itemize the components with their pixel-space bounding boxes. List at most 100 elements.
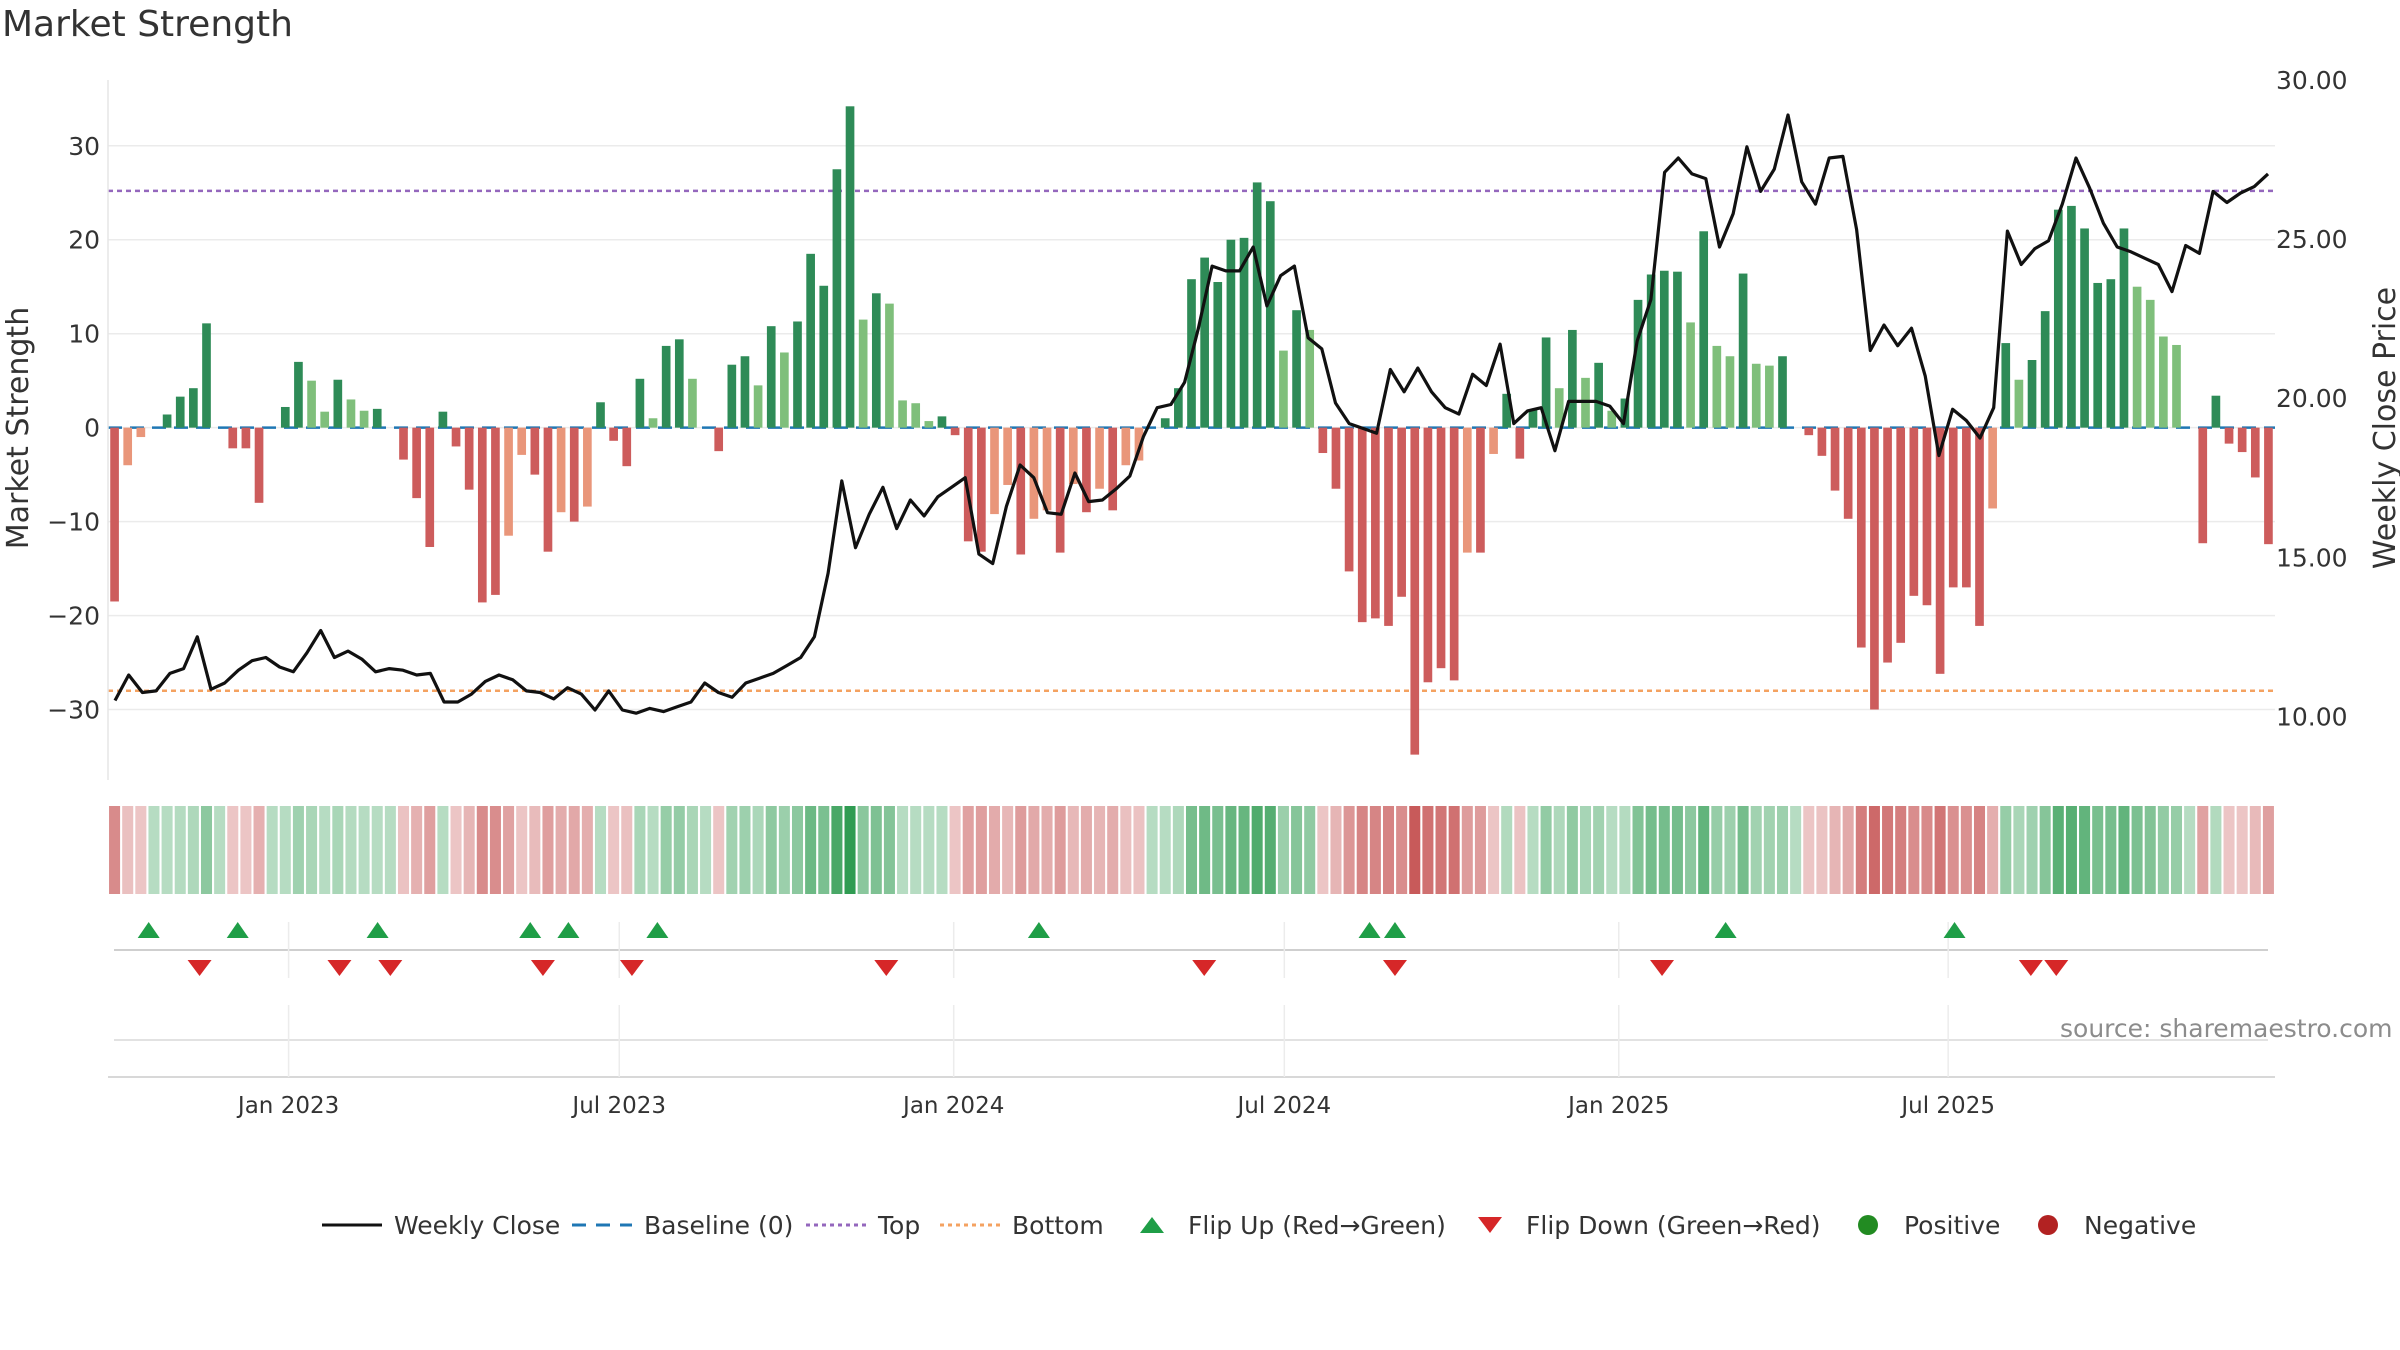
strength-bar — [832, 169, 842, 428]
heat-strip-cell — [2131, 806, 2143, 894]
heat-strip-cell — [988, 806, 1001, 894]
strength-bar — [189, 388, 198, 428]
heat-strip-cell — [1987, 806, 1999, 894]
heat-strip-cell — [161, 806, 173, 894]
strength-bar — [1068, 427, 1078, 485]
strength-bar — [491, 427, 500, 595]
strength-bar — [2027, 360, 2037, 428]
heat-strip-cell — [2000, 806, 2012, 894]
strength-bar — [1226, 239, 1236, 428]
strength-bar — [977, 427, 986, 552]
strength-bar — [871, 293, 881, 428]
heat-strip-cell — [489, 806, 501, 894]
strength-bar — [320, 411, 330, 428]
heat-strip-cell — [2197, 806, 2209, 894]
strength-bar — [451, 427, 461, 447]
heat-strip-cell — [700, 806, 712, 894]
heat-strip-cell — [1750, 806, 1762, 894]
strength-bar — [1239, 237, 1249, 428]
heat-strip-cell — [1002, 806, 1014, 894]
strength-bar — [543, 427, 553, 552]
legend-label: Top — [878, 1210, 921, 1240]
heat-strip-cell — [332, 806, 344, 894]
heat-strip-cell — [200, 806, 213, 894]
flip-up-marker — [1027, 922, 1050, 938]
heat-strip-cell — [1264, 806, 1276, 894]
strength-bar — [766, 326, 776, 428]
heat-strip-cell — [319, 806, 331, 894]
heat-strip-cell — [1067, 806, 1079, 894]
strength-bar — [1962, 427, 1971, 588]
heat-strip-cell — [765, 806, 777, 894]
strength-bar — [583, 427, 592, 507]
heat-strip-cell — [148, 806, 160, 894]
heat-strip-cell — [1566, 806, 1578, 894]
flip-down-marker — [327, 960, 352, 976]
legend-label: Weekly Close — [394, 1210, 561, 1240]
strength-bar — [1804, 427, 1814, 436]
strength-bar — [1016, 427, 1026, 555]
heat-strip-cell — [2105, 806, 2117, 894]
heat-strip-cell — [1474, 806, 1486, 894]
strength-bar — [1528, 409, 1538, 428]
strength-bar — [1265, 201, 1275, 428]
heat-strip-cell — [2262, 806, 2274, 894]
heat-strip-cell — [2236, 806, 2248, 894]
strength-bar — [2145, 299, 2155, 428]
heat-strip-cell — [857, 806, 869, 894]
flip-down-marker — [1382, 960, 1407, 976]
strength-bar — [1988, 427, 1997, 509]
legend-label: Flip Down (Green→Red) — [1526, 1210, 1821, 1240]
heat-strip-cell — [437, 806, 449, 894]
heat-strip-cell — [1763, 806, 1775, 894]
heat-strip-cell — [1396, 806, 1408, 894]
strength-bar — [1200, 257, 1209, 428]
heat-strip-cell — [923, 806, 935, 894]
heat-strip-cell — [1816, 806, 1828, 894]
strength-bar — [924, 421, 934, 428]
left-tick-label: −10 — [47, 508, 100, 537]
heat-strip-cell — [2249, 806, 2261, 894]
legend-baseline[interactable]: Baseline (0) — [572, 1200, 793, 1250]
strength-bar — [294, 361, 303, 428]
strength-bar — [399, 427, 408, 460]
strength-bar — [2001, 343, 2011, 428]
heat-strip-cell — [805, 806, 817, 894]
x-tick-label: Jul 2023 — [570, 1093, 666, 1119]
strength-bar — [1029, 427, 1039, 519]
left-axis-title: Market Strength — [1, 307, 36, 549]
heat-strip-cell — [1790, 806, 1802, 894]
heat-strip-cell — [1448, 806, 1460, 894]
heat-strip-cell — [1225, 806, 1237, 894]
strength-bar — [793, 321, 802, 428]
legend-weekly-close[interactable]: Weekly Close — [322, 1200, 560, 1250]
legend-positive[interactable]: Positive — [1848, 1200, 2000, 1250]
strength-bar — [1765, 365, 1774, 428]
legend-negative[interactable]: Negative — [2028, 1200, 2196, 1250]
strength-bar — [2106, 279, 2116, 428]
heat-strip-cell — [1317, 806, 1329, 894]
heat-strip-cell — [187, 806, 199, 894]
heat-strip-cell — [1238, 806, 1250, 894]
strength-bar — [162, 414, 172, 428]
legend-bottom[interactable]: Bottom — [940, 1200, 1104, 1250]
strength-bar — [1568, 329, 1577, 428]
heat-strip-cell — [476, 806, 488, 894]
heat-strip-cell — [778, 806, 790, 894]
heat-strip-cell — [1671, 806, 1683, 894]
strength-bar — [1817, 427, 1827, 456]
legend-flip-down[interactable]: Flip Down (Green→Red) — [1470, 1200, 1821, 1250]
heat-strip-cell — [1619, 806, 1631, 894]
legend-top[interactable]: Top — [806, 1200, 920, 1250]
heat-strip-cell — [1947, 806, 1959, 894]
strength-bar — [517, 427, 527, 455]
flip-down-marker — [378, 960, 403, 976]
strength-bar — [241, 427, 251, 449]
legend-flip-up[interactable]: Flip Up (Red→Green) — [1132, 1200, 1446, 1250]
left-tick-label: −30 — [47, 696, 100, 725]
right-tick-label: 20.00 — [2276, 384, 2348, 413]
heat-strip-cell — [1422, 806, 1434, 894]
strength-bar — [1948, 427, 1958, 588]
strength-bar — [1331, 427, 1341, 489]
strength-bar — [1371, 427, 1380, 619]
